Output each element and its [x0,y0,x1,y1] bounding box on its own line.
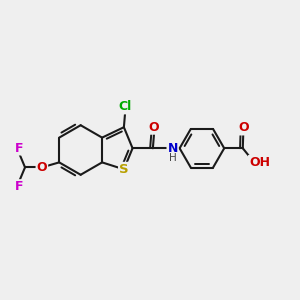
Text: H: H [169,153,177,163]
Text: O: O [238,122,249,134]
Text: F: F [15,180,23,193]
Text: Cl: Cl [118,100,132,113]
Text: S: S [119,163,129,176]
Text: F: F [15,142,23,154]
Text: OH: OH [249,156,270,169]
Text: N: N [167,142,178,155]
Text: O: O [149,121,159,134]
Text: O: O [37,161,47,174]
